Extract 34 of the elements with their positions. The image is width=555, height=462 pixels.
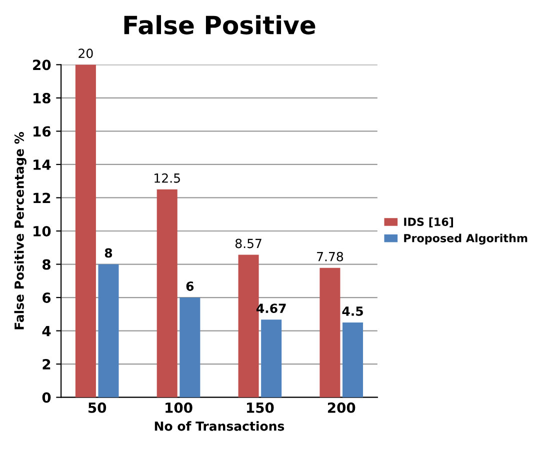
bar: [261, 320, 282, 398]
y-tick-label: 8: [42, 259, 50, 270]
bar: [156, 189, 178, 398]
bar: [75, 64, 96, 398]
x-tick-label: 200: [328, 402, 356, 413]
x-axis-title: No of Transactions: [154, 421, 284, 431]
y-tick-label: 14: [34, 160, 51, 170]
legend-label: IDS [16]: [404, 217, 454, 228]
data-label: 12.5: [154, 173, 180, 183]
legend-label: Proposed Algorithm: [404, 234, 528, 245]
y-tick-label: 16: [34, 126, 51, 137]
y-axis-title: False Positive Percentage %: [14, 132, 26, 330]
data-label: 20: [78, 48, 93, 58]
chart-title: False Positive: [124, 15, 316, 34]
y-tick-label: 10: [34, 226, 51, 236]
x-tick-label: 150: [247, 402, 274, 413]
x-tick-label: 50: [88, 402, 106, 413]
bar: [98, 264, 119, 398]
bar: [180, 298, 200, 398]
y-tick-label: 4: [42, 326, 51, 336]
data-label: 8.57: [235, 238, 262, 248]
data-label: 8: [104, 248, 112, 258]
bar: [320, 268, 340, 398]
data-label: 4.5: [342, 306, 363, 316]
y-tick-label: 12: [34, 192, 50, 204]
data-label: 7.78: [317, 252, 344, 262]
y-tick-label: 18: [34, 92, 50, 104]
y-tick-label: 0: [42, 392, 51, 403]
y-tick-label: 20: [33, 60, 51, 70]
x-tick-label: 100: [166, 402, 192, 413]
y-tick-label: 6: [42, 292, 51, 303]
y-tick-label: 2: [42, 359, 50, 370]
data-label: 6: [186, 281, 194, 291]
bar: [342, 322, 364, 398]
